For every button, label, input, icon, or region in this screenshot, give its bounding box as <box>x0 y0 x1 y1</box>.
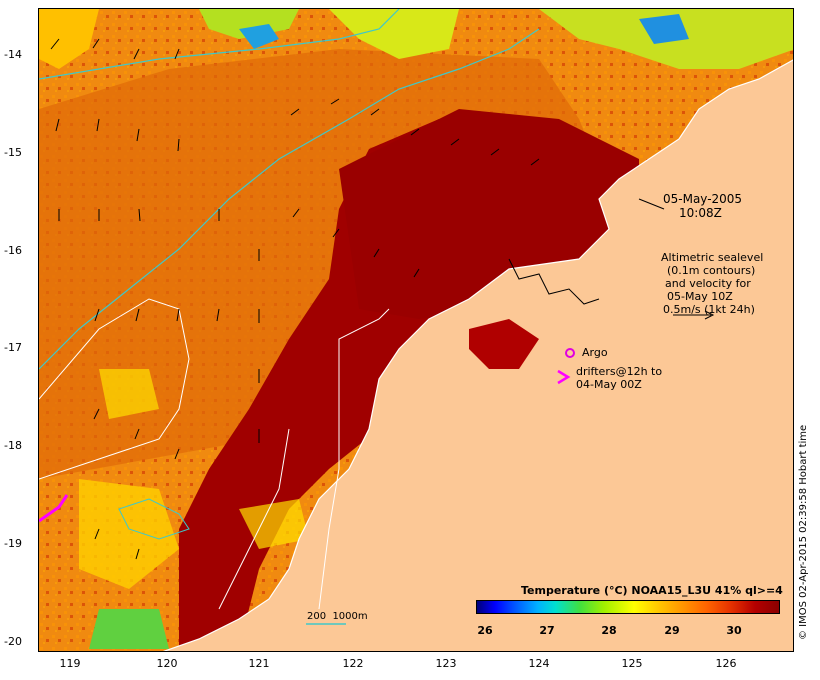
land-peninsula-red <box>469 319 539 369</box>
altimetry-line-2: (0.1m contours) <box>667 264 756 277</box>
lon-label-124: 124 <box>528 657 550 670</box>
lon-label-122: 122 <box>342 657 364 670</box>
cool-patch-west <box>39 9 99 69</box>
argo-legend-marker <box>565 348 575 358</box>
cool-patch-north-2 <box>329 9 459 59</box>
cool-patch-north-blue2 <box>639 14 689 44</box>
lon-label-120: 120 <box>156 657 178 670</box>
drifter-track <box>39 494 69 523</box>
colorbar-tick-28: 28 <box>601 624 617 637</box>
cool-patch-south-2 <box>89 609 169 649</box>
altimetry-line-5: 0.5m/s (1kt 24h) <box>663 303 755 316</box>
sst-map: 05-May-2005 10:08Z Altimetric sealevel (… <box>38 8 794 652</box>
depth-contour-label: 200 1000m <box>307 611 368 622</box>
lat-label-19: -19 <box>4 537 22 550</box>
date-pointer-line <box>638 198 665 210</box>
cool-patch-south-1 <box>79 479 179 589</box>
altimetry-line-3: and velocity for <box>665 277 751 290</box>
sealevel-contour-1 <box>39 298 190 480</box>
lat-label-15: -15 <box>4 146 22 159</box>
lat-label-18: -18 <box>4 439 22 452</box>
drifters-line-2: 04-May 00Z <box>576 378 642 391</box>
map-time-label: 10:08Z <box>679 206 722 220</box>
cool-patch-south-3 <box>239 499 309 549</box>
colorbar-tick-27: 27 <box>539 624 555 637</box>
lon-label-126: 126 <box>715 657 737 670</box>
velocity-arrows <box>50 38 540 560</box>
lat-label-16: -16 <box>4 244 22 257</box>
lon-label-121: 121 <box>248 657 270 670</box>
colorbar-title: Temperature (°C) NOAA15_L3U 41% ql>=4 <box>521 584 783 597</box>
lon-label-123: 123 <box>435 657 457 670</box>
altimetry-line-1: Altimetric sealevel <box>661 251 764 264</box>
depth-contour-south <box>118 498 190 540</box>
lon-label-119: 119 <box>59 657 81 670</box>
cool-patch-north-blue <box>239 24 279 49</box>
sealevel-contour-3 <box>218 428 290 610</box>
lat-label-17: -17 <box>4 341 22 354</box>
colorbar-tick-30: 30 <box>726 624 742 637</box>
argo-label: Argo <box>582 346 608 359</box>
altimetry-line-4: 05-May 10Z <box>667 290 733 303</box>
depth-contour-1000 <box>39 28 540 370</box>
temperature-colorbar <box>476 600 780 614</box>
drifters-line-1: drifters@12h to <box>576 365 663 378</box>
sst-map-canvas <box>39 9 793 651</box>
lat-label-14: -14 <box>4 48 22 61</box>
lon-label-125: 125 <box>621 657 643 670</box>
depth-contour-200 <box>39 9 400 80</box>
velocity-scale-arrow <box>673 310 715 320</box>
coastline-detail <box>508 258 600 305</box>
imos-credit: © IMOS 02-Apr-2015 02:39:58 Hobart time <box>798 424 809 640</box>
drifter-legend-marker <box>557 369 571 385</box>
coastline <box>162 59 793 651</box>
colorbar-tick-29: 29 <box>664 624 680 637</box>
map-date-label: 05-May-2005 <box>663 192 743 206</box>
colorbar-tick-26: 26 <box>477 624 493 637</box>
sealevel-contour-2 <box>318 308 390 610</box>
cool-patch-mid-west <box>99 369 159 419</box>
lat-label-20: -20 <box>4 635 22 648</box>
